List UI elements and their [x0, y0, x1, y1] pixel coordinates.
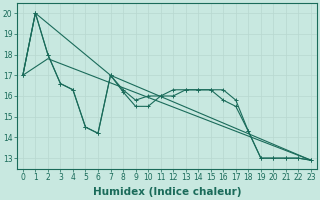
X-axis label: Humidex (Indice chaleur): Humidex (Indice chaleur): [93, 187, 241, 197]
